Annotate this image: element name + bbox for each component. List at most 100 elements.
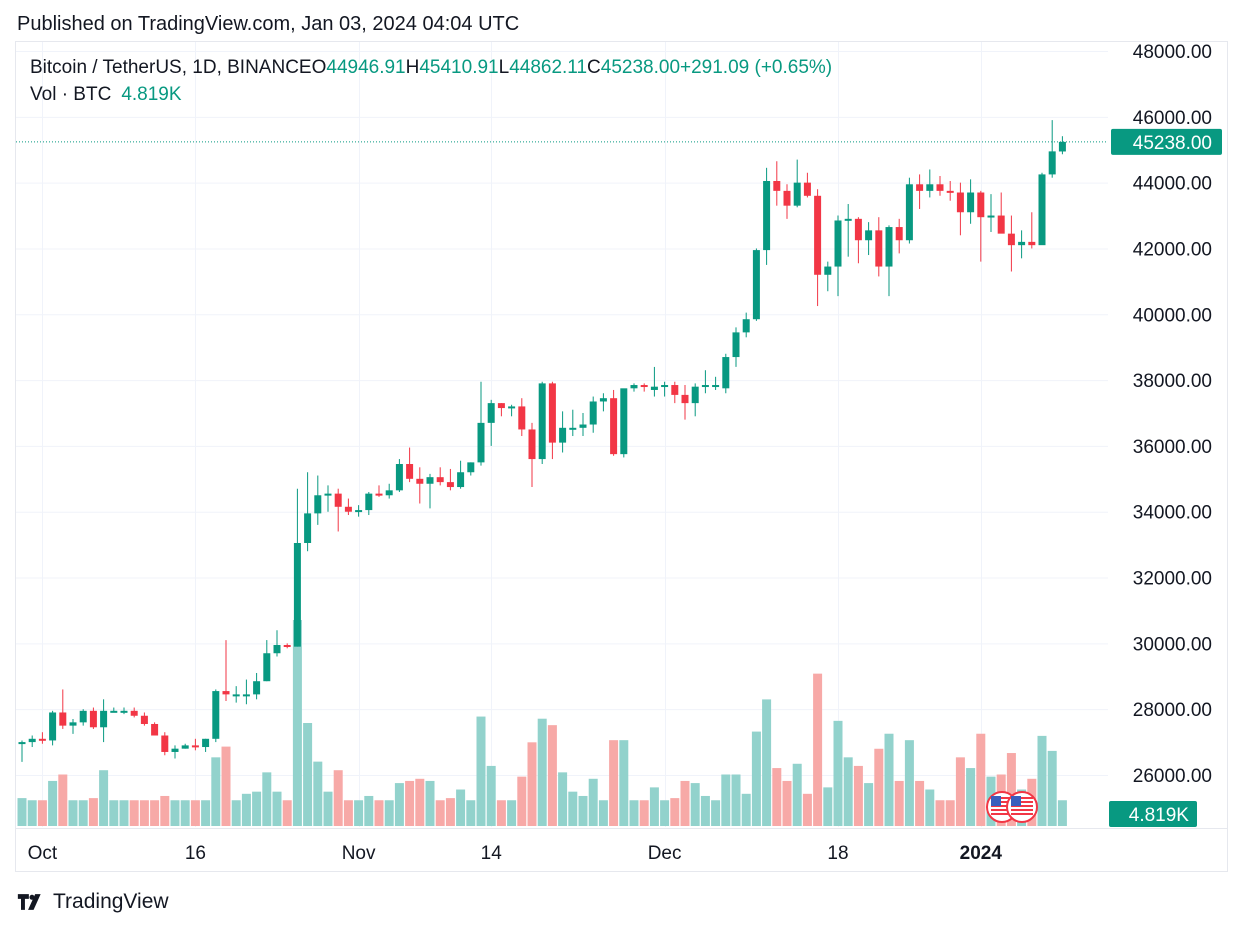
change-value: +291.09 (+0.65%) bbox=[680, 57, 833, 78]
volume-bar bbox=[588, 778, 598, 826]
candle-body bbox=[1028, 241, 1036, 246]
volume-bar bbox=[221, 746, 231, 826]
candle-body bbox=[212, 691, 220, 739]
symbol-legend: Bitcoin / TetherUS, 1D, BINANCEO44946.91… bbox=[30, 57, 832, 79]
symbol-title[interactable]: Bitcoin / TetherUS, 1D, BINANCE bbox=[30, 57, 312, 78]
flag-stripe bbox=[1011, 805, 1033, 807]
flag-canton bbox=[991, 796, 1001, 806]
volume-bar bbox=[517, 776, 527, 826]
candle-body bbox=[161, 735, 169, 752]
candle-body bbox=[620, 388, 628, 455]
volume-bar bbox=[1047, 750, 1057, 826]
volume-bar bbox=[568, 791, 578, 826]
volume-bar bbox=[680, 780, 690, 826]
volume-label[interactable]: Vol · BTC bbox=[30, 84, 112, 105]
candle-body bbox=[681, 394, 689, 404]
candle-body bbox=[610, 398, 618, 455]
y-tick-label: 34000.00 bbox=[1133, 503, 1212, 524]
last-volume-tag-box bbox=[1109, 801, 1197, 827]
y-axis: 48000.00 46000.00 44000.00 42000.00 40000.00… bbox=[1133, 42, 1212, 787]
candle-body bbox=[385, 490, 393, 496]
candle-body bbox=[171, 748, 179, 752]
candle-body bbox=[956, 192, 964, 213]
volume-bar bbox=[394, 783, 404, 826]
volume-bar bbox=[476, 716, 486, 826]
x-tick-label: 2024 bbox=[960, 843, 1003, 864]
volume-bar bbox=[915, 780, 925, 826]
candle-body bbox=[528, 429, 536, 460]
volume-bar bbox=[649, 787, 659, 826]
candle-body bbox=[824, 266, 832, 275]
candle-body bbox=[926, 184, 934, 191]
candle-body bbox=[110, 710, 118, 713]
candle-body bbox=[640, 385, 648, 388]
candle-body bbox=[457, 472, 465, 488]
candle-body bbox=[875, 230, 883, 267]
volume-bar bbox=[354, 800, 364, 826]
volume-bar bbox=[935, 800, 945, 826]
x-axis: Oct 16 Nov 14 Dec 18 2024 bbox=[28, 843, 1003, 864]
volume-bar bbox=[813, 673, 823, 826]
volume-bar bbox=[772, 768, 782, 826]
volume-bar bbox=[231, 800, 241, 826]
y-tick-label: 46000.00 bbox=[1133, 108, 1212, 129]
volume-bar bbox=[190, 800, 200, 826]
candle-body bbox=[365, 493, 373, 511]
close-label: C bbox=[587, 57, 601, 78]
brand-footer[interactable]: TradingView bbox=[17, 888, 169, 916]
volume-bar bbox=[578, 795, 588, 826]
volume-bar bbox=[741, 793, 751, 826]
tradingview-logo-icon bbox=[17, 894, 41, 910]
y-tick-label: 42000.00 bbox=[1133, 239, 1212, 260]
volume-bars bbox=[17, 620, 1067, 826]
candle-body bbox=[793, 182, 801, 206]
y-tick-label: 26000.00 bbox=[1133, 766, 1212, 787]
candle-body bbox=[508, 406, 516, 409]
volume-bar bbox=[262, 772, 272, 826]
volume-bar bbox=[425, 780, 435, 826]
volume-bar bbox=[486, 765, 496, 826]
candle-body bbox=[38, 738, 46, 741]
x-tick-label: Dec bbox=[648, 843, 682, 864]
candle-body bbox=[967, 192, 975, 213]
volume-bar bbox=[313, 761, 323, 826]
volume-bar bbox=[1057, 800, 1067, 826]
candle-body bbox=[222, 691, 230, 695]
volume-bar bbox=[853, 765, 863, 826]
candle-body bbox=[1058, 141, 1066, 152]
candle-body bbox=[355, 510, 363, 513]
candle-body bbox=[1038, 174, 1046, 246]
flag-stripe bbox=[991, 801, 1013, 803]
volume-bar bbox=[119, 800, 129, 826]
volume-bar bbox=[282, 800, 292, 826]
candle-body bbox=[987, 215, 995, 218]
volume-bar bbox=[925, 789, 935, 826]
candle-body bbox=[151, 723, 159, 736]
flag-stripe bbox=[991, 797, 1013, 799]
volume-bar bbox=[558, 772, 568, 826]
y-tick-label: 32000.00 bbox=[1133, 569, 1212, 590]
volume-bar bbox=[241, 793, 251, 826]
volume-bar bbox=[537, 718, 547, 826]
candle-body bbox=[273, 645, 281, 654]
candle-body bbox=[467, 462, 475, 473]
candle-body bbox=[936, 184, 944, 191]
us-flag-icon bbox=[1006, 791, 1038, 823]
volume-bar bbox=[966, 768, 976, 826]
candle-body bbox=[834, 220, 842, 267]
candle-body bbox=[232, 694, 240, 697]
high-label: H bbox=[405, 57, 420, 78]
candle-body bbox=[650, 386, 658, 390]
volume-bar bbox=[456, 789, 466, 826]
volume-bar bbox=[323, 791, 333, 826]
volume-bar bbox=[507, 800, 517, 826]
volume-bar bbox=[37, 800, 47, 826]
volume-bar bbox=[150, 800, 160, 826]
candle-body bbox=[671, 385, 679, 395]
candle-body bbox=[661, 385, 669, 388]
chart-frame[interactable] bbox=[15, 41, 1228, 872]
volume-bar bbox=[160, 795, 170, 826]
candle-body bbox=[701, 385, 709, 388]
candle-body bbox=[79, 710, 87, 723]
